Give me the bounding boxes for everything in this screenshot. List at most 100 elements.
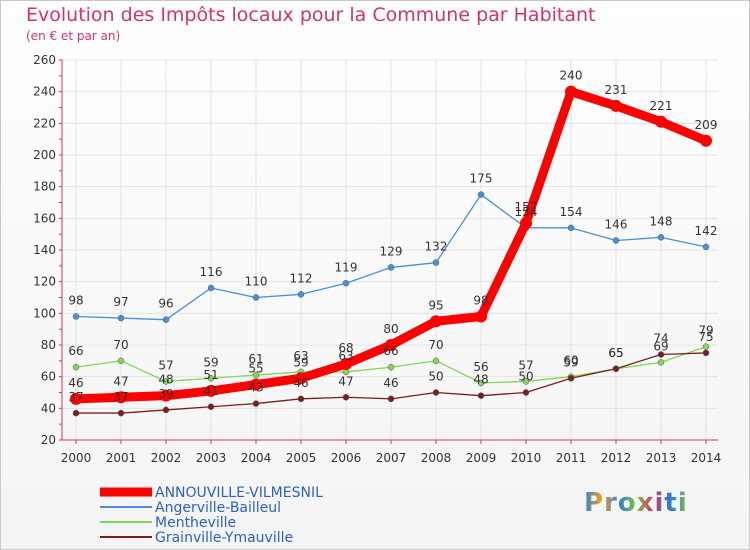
data-label-s1-2010: 154: [515, 205, 538, 219]
data-label-s2-2003: 59: [203, 355, 218, 369]
data-label-s0-2009: 98: [473, 294, 488, 308]
legend: ANNOUVILLE-VILMESNILAngerville-BailleulM…: [100, 485, 323, 546]
data-label-s1-2011: 154: [560, 205, 583, 219]
point-s1-2002: [162, 316, 170, 323]
point-s3-2013: [657, 351, 665, 358]
data-label-s0-2014: 209: [695, 118, 718, 132]
point-s1-2000: [72, 313, 80, 320]
x-tick-label-2001: 2001: [106, 451, 137, 465]
chart-title: Evolution des Impôts locaux pour la Comm…: [26, 4, 596, 26]
point-s1-2005: [297, 291, 305, 298]
x-tick-label-2006: 2006: [331, 451, 362, 465]
point-s2-2013: [657, 359, 665, 366]
point-s0-2001: [115, 391, 127, 404]
data-label-s2-2009: 56: [473, 360, 488, 374]
y-tick-label-20: 20: [41, 433, 56, 447]
point-s1-2004: [252, 294, 260, 301]
point-s2-2003: [207, 375, 215, 382]
point-s1-2009: [477, 191, 485, 198]
data-label-s0-2001: 47: [113, 374, 128, 388]
data-label-s2-2007: 66: [383, 344, 398, 358]
data-label-s3-2007: 46: [383, 376, 398, 390]
data-label-s1-2008: 132: [425, 240, 448, 254]
data-label-s1-2013: 148: [650, 214, 673, 228]
data-label-s2-2011: 60: [563, 354, 578, 368]
point-s1-2013: [657, 234, 665, 241]
point-s0-2005: [295, 372, 307, 385]
data-label-s3-2004: 43: [248, 381, 263, 395]
data-label-s2-2012: 65: [608, 346, 623, 360]
point-s2-2002: [162, 378, 170, 385]
y-tick-label-160: 160: [33, 211, 56, 225]
data-label-s2-2006: 63: [338, 349, 353, 363]
y-tick-label-260: 260: [33, 53, 56, 67]
point-s1-2014: [702, 243, 710, 251]
x-tick-label-2014: 2014: [691, 451, 722, 465]
data-label-s3-2013: 74: [653, 332, 668, 346]
data-label-s0-2012: 231: [605, 83, 628, 97]
data-label-s0-2003: 51: [203, 368, 218, 382]
data-label-s1-2001: 97: [113, 295, 128, 309]
point-s1-2007: [387, 264, 395, 271]
data-labels: 98 97 96 116 110 112 119 129 132 175 154 154 146 148 1…: [68, 69, 717, 404]
axes: 20 40 60 80 100 120 140 160 180 200 220 240 260 2000 2…: [33, 53, 721, 465]
data-label-s2-2013: 69: [653, 339, 668, 353]
data-label-s1-2000: 98: [68, 294, 83, 308]
point-s0-2003: [205, 384, 217, 397]
legend-label-3: Grainville-Ymauville: [155, 530, 293, 546]
point-s0-2004: [250, 378, 262, 391]
point-s0-2007: [385, 339, 397, 351]
y-tick-label-80: 80: [41, 338, 56, 352]
point-s0-2014: [700, 134, 712, 147]
point-s1-2012: [612, 237, 620, 244]
data-label-s1-2012: 146: [605, 218, 628, 232]
data-label-s2-2000: 66: [68, 344, 83, 358]
point-s0-2009: [475, 310, 487, 323]
data-label-s0-2010: 157: [515, 200, 538, 214]
point-s0-2012: [610, 99, 622, 112]
point-s3-2012: [612, 365, 620, 372]
data-label-s2-2010: 57: [518, 358, 533, 372]
point-s3-2014: [702, 349, 710, 357]
data-label-s3-2012: 65: [608, 346, 623, 360]
point-s3-2006: [342, 394, 350, 401]
x-tick-label-2002: 2002: [151, 451, 182, 465]
point-s0-2000: [70, 392, 82, 405]
data-label-s3-2009: 48: [473, 373, 488, 387]
point-s1-2008: [432, 259, 440, 266]
x-tick-label-2008: 2008: [421, 451, 452, 465]
legend-label-2: Mentheville: [155, 515, 236, 531]
data-label-s3-2002: 39: [158, 387, 173, 401]
x-tick-label-2013: 2013: [646, 451, 677, 465]
legend-label-1: Angerville-Bailleul: [155, 500, 281, 516]
data-label-s2-2014: 79: [698, 324, 713, 338]
y-tick-label-180: 180: [33, 180, 56, 194]
legend-label-0: ANNOUVILLE-VILMESNIL: [155, 485, 323, 501]
point-s1-2003: [207, 284, 215, 292]
data-label-s1-2004: 110: [245, 275, 268, 289]
data-label-s1-2014: 142: [695, 224, 718, 238]
y-tick-label-40: 40: [41, 401, 56, 415]
data-label-s3-2006: 47: [338, 374, 353, 388]
y-tick-label-200: 200: [33, 148, 56, 162]
point-s2-2001: [117, 357, 125, 365]
data-label-s3-2005: 46: [293, 376, 308, 390]
point-s3-2007: [387, 395, 395, 403]
data-label-s1-2002: 96: [158, 297, 173, 311]
x-tick-label-2010: 2010: [511, 451, 542, 465]
point-s0-2006: [340, 358, 352, 370]
data-label-s1-2009: 175: [470, 172, 493, 186]
data-label-s1-2006: 119: [335, 260, 358, 274]
point-s2-2007: [387, 363, 395, 371]
y-tick-label-240: 240: [33, 85, 56, 99]
point-s3-2001: [117, 409, 125, 417]
point-s0-2010: [520, 217, 532, 230]
x-tick-label-2004: 2004: [241, 451, 272, 465]
x-tick-label-2005: 2005: [286, 451, 317, 465]
point-s1-2006: [342, 280, 350, 287]
point-s0-2002: [160, 389, 172, 402]
data-label-s2-2004: 61: [248, 352, 263, 366]
y-tick-label-100: 100: [33, 306, 56, 320]
point-s2-2010: [522, 378, 530, 385]
